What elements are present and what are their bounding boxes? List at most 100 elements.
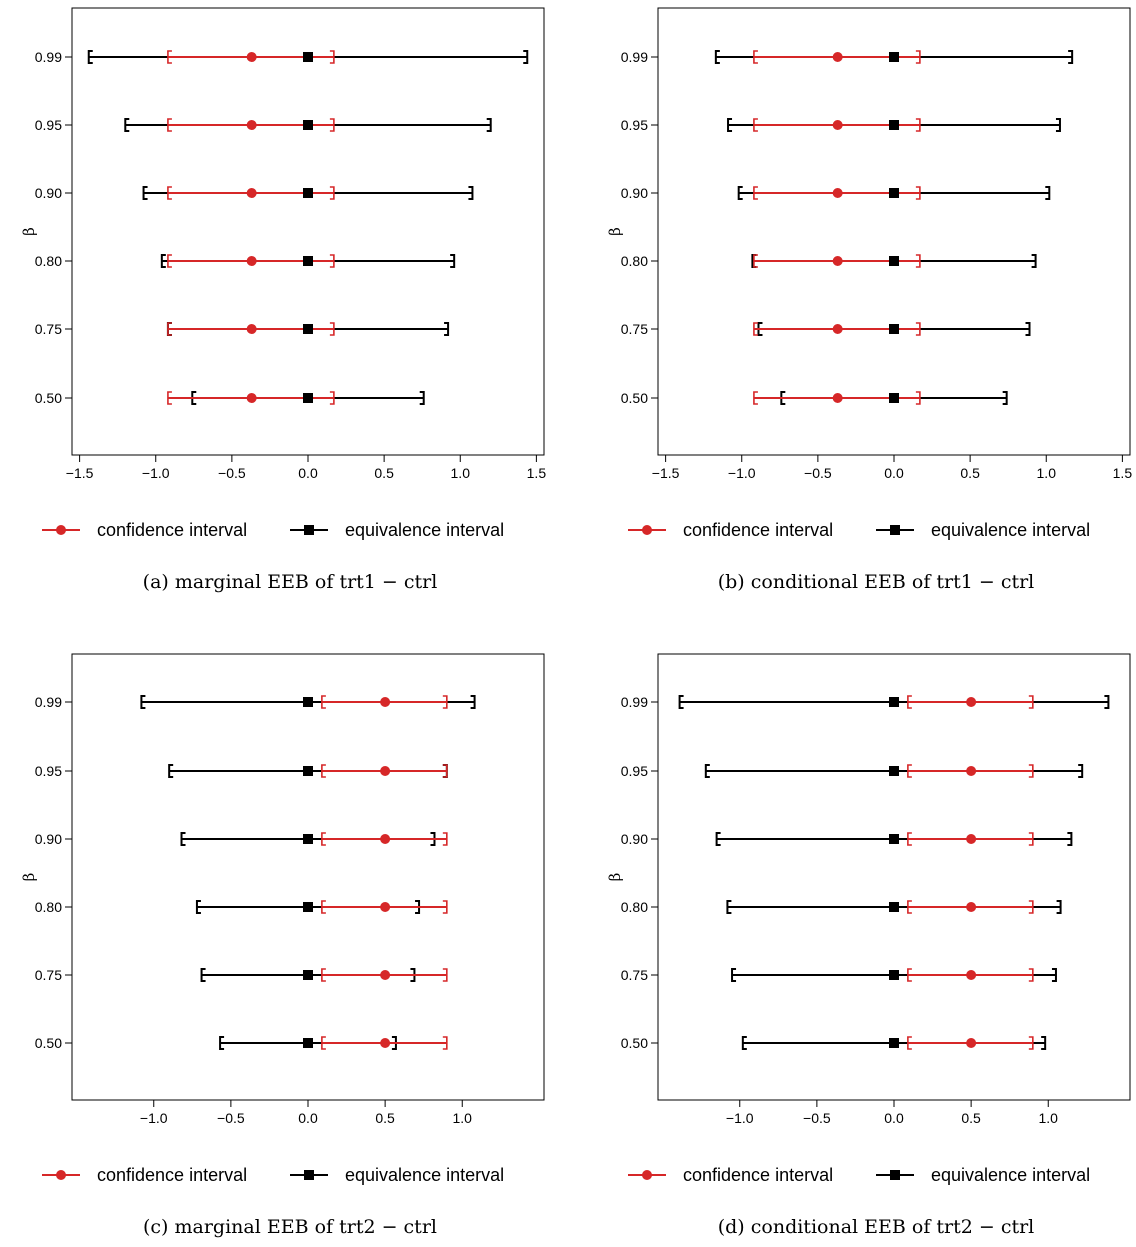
equivalence-lower-bracket	[180, 832, 186, 846]
equivalence-lower-bracket	[87, 50, 93, 64]
equivalence-center-square	[889, 766, 899, 776]
interval-row	[195, 900, 448, 914]
confidence-upper-bracket	[1028, 764, 1034, 778]
legend-equivalence-marker	[304, 525, 314, 535]
confidence-lower-bracket	[907, 832, 912, 846]
equivalence-center-square	[889, 902, 899, 912]
confidence-upper-bracket	[442, 832, 448, 846]
confidence-upper-bracket	[1028, 695, 1034, 709]
x-tick-label: 0.5	[961, 1110, 981, 1126]
confidence-lower-bracket	[167, 322, 172, 336]
y-tick-label: 0.90	[35, 185, 62, 201]
chart-panel-c: −1.0 −0.5 0.0 0.5 1.0 0.99 0.95 0.90 0.80 0.75 0.5…	[20, 653, 545, 1238]
confidence-lower-bracket	[753, 322, 758, 336]
equivalence-lower-bracket	[142, 186, 148, 200]
confidence-lower-bracket	[753, 391, 758, 405]
y-tick-label: 0.99	[621, 49, 648, 65]
legend-confidence-marker	[642, 1170, 652, 1180]
x-tick-label: −0.5	[218, 465, 246, 481]
confidence-point-estimate	[246, 393, 257, 403]
confidence-lower-bracket	[907, 968, 912, 982]
confidence-upper-bracket	[915, 391, 921, 405]
panel-caption: (b) conditional EEB of trt1 − ctrl	[718, 571, 1035, 593]
confidence-point-estimate	[246, 52, 257, 62]
interval-row	[219, 1036, 448, 1050]
confidence-point-estimate	[246, 188, 257, 198]
equivalence-lower-bracket	[160, 254, 166, 268]
equivalence-lower-bracket	[741, 1036, 747, 1050]
confidence-upper-bracket	[329, 118, 335, 132]
interval-row	[737, 186, 1051, 200]
confidence-point-estimate	[832, 393, 843, 403]
equivalence-lower-bracket	[731, 968, 737, 982]
confidence-upper-bracket	[329, 254, 335, 268]
y-tick-label: 0.90	[621, 185, 648, 201]
y-tick-label: 0.90	[621, 831, 648, 847]
equivalence-center-square	[303, 120, 313, 130]
equivalence-center-square	[889, 324, 899, 334]
confidence-upper-bracket	[1028, 832, 1034, 846]
equivalence-lower-bracket	[726, 900, 732, 914]
confidence-upper-bracket	[915, 50, 921, 64]
legend: confidence interval equivalence interval	[42, 520, 504, 540]
y-tick-label: 0.95	[35, 117, 62, 133]
confidence-lower-bracket	[753, 254, 758, 268]
confidence-point-estimate	[246, 256, 257, 266]
interval-row	[726, 900, 1062, 914]
confidence-lower-bracket	[753, 50, 758, 64]
confidence-point-estimate	[380, 697, 391, 707]
x-tick-label: −0.5	[803, 1110, 831, 1126]
y-tick-label: 0.80	[35, 899, 62, 915]
confidence-lower-bracket	[167, 186, 172, 200]
legend-equivalence-label: equivalence interval	[931, 1165, 1090, 1185]
confidence-lower-bracket	[321, 695, 326, 709]
legend: confidence interval equivalence interval	[628, 520, 1090, 540]
y-tick-label: 0.50	[35, 1035, 62, 1051]
legend-equivalence-marker	[304, 1170, 314, 1180]
interval-row	[751, 254, 1037, 268]
interval-row	[142, 186, 474, 200]
equivalence-center-square	[889, 393, 899, 403]
chart-panel-a: −1.5 −1.0 −0.5 0.0 0.5 1.0 1.5 0.99 0.95 0.90 0.80…	[20, 7, 546, 593]
equivalence-lower-bracket	[168, 764, 174, 778]
confidence-point-estimate	[246, 324, 257, 334]
equivalence-upper-bracket	[1051, 968, 1057, 982]
equivalence-upper-bracket	[470, 695, 476, 709]
equivalence-upper-bracket	[1067, 832, 1073, 846]
x-tick-label: −1.0	[140, 1110, 168, 1126]
interval-row	[714, 50, 1074, 64]
equivalence-upper-bracket	[1031, 254, 1037, 268]
confidence-lower-bracket	[167, 50, 172, 64]
panel-caption: (a) marginal EEB of trt1 − ctrl	[143, 571, 438, 593]
equivalence-upper-bracket	[1041, 1036, 1047, 1050]
y-tick-label: 0.99	[621, 694, 648, 710]
equivalence-upper-bracket	[486, 118, 492, 132]
confidence-point-estimate	[380, 1038, 391, 1048]
y-tick-label: 0.99	[35, 49, 62, 65]
interval-row	[124, 118, 492, 132]
x-tick-label: −1.0	[142, 465, 170, 481]
interval-row	[731, 968, 1057, 982]
interval-row	[678, 695, 1110, 709]
equivalence-center-square	[303, 256, 313, 266]
confidence-lower-bracket	[907, 900, 912, 914]
interval-row	[727, 118, 1061, 132]
confidence-upper-bracket	[915, 118, 921, 132]
x-tick-label: 0.0	[298, 1110, 318, 1126]
interval-row	[704, 764, 1084, 778]
legend-confidence-marker	[642, 525, 652, 535]
confidence-lower-bracket	[321, 832, 326, 846]
x-tick-label: 0.5	[375, 1110, 395, 1126]
plot-frame	[71, 7, 545, 456]
equivalence-center-square	[889, 256, 899, 266]
confidence-lower-bracket	[753, 118, 758, 132]
legend-equivalence-label: equivalence interval	[931, 520, 1090, 540]
y-tick-label: 0.95	[621, 763, 648, 779]
legend-confidence-label: confidence interval	[97, 1165, 247, 1185]
confidence-lower-bracket	[907, 695, 912, 709]
equivalence-lower-bracket	[737, 186, 743, 200]
x-tick-label: 1.0	[1039, 1110, 1059, 1126]
x-tick-label: 1.0	[1037, 465, 1057, 481]
confidence-lower-bracket	[321, 900, 326, 914]
